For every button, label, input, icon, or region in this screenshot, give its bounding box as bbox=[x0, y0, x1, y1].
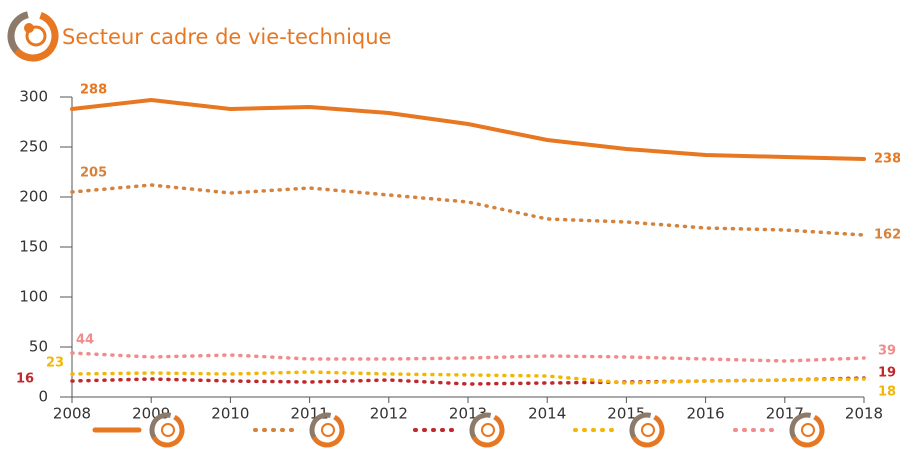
legend-item bbox=[413, 412, 505, 448]
y-tick-label: 50 bbox=[29, 338, 48, 356]
data-label: 205 bbox=[80, 166, 107, 181]
x-tick-label: 2008 bbox=[53, 405, 91, 423]
legend-icon bbox=[789, 412, 825, 448]
y-tick-label: 150 bbox=[19, 238, 48, 256]
series-line bbox=[70, 351, 866, 363]
series-line bbox=[70, 183, 866, 237]
y-tick-label: 300 bbox=[19, 88, 48, 106]
series-line bbox=[70, 98, 866, 161]
legend-icon-core bbox=[161, 423, 175, 437]
x-tick-label: 2016 bbox=[687, 405, 725, 423]
series-line bbox=[70, 370, 866, 385]
legend-icon bbox=[149, 412, 185, 448]
legend-icon bbox=[789, 412, 825, 448]
legend-icon-core bbox=[641, 423, 655, 437]
x-tick-label: 2018 bbox=[845, 405, 883, 423]
title-icon bbox=[7, 10, 59, 62]
data-label: 39 bbox=[878, 344, 896, 359]
data-label: 44 bbox=[76, 333, 94, 348]
data-label: 18 bbox=[878, 385, 896, 400]
legend-icon bbox=[309, 412, 345, 448]
legend-item bbox=[733, 412, 825, 448]
legend-icon bbox=[629, 412, 665, 448]
data-label: 238 bbox=[874, 152, 900, 167]
legend-icon-core bbox=[481, 423, 495, 437]
data-label: 288 bbox=[80, 83, 107, 98]
legend-icon bbox=[629, 412, 665, 448]
data-label: 23 bbox=[46, 356, 64, 371]
x-tick-label: 2012 bbox=[370, 405, 408, 423]
y-tick-label: 200 bbox=[19, 188, 48, 206]
legend-item bbox=[253, 412, 345, 448]
y-tick-label: 100 bbox=[19, 288, 48, 306]
y-tick-label: 250 bbox=[19, 138, 48, 156]
x-tick-label: 2010 bbox=[211, 405, 249, 423]
y-tick-label: 0 bbox=[38, 388, 48, 406]
legend-item bbox=[92, 412, 185, 448]
legend-icon-core bbox=[801, 423, 815, 437]
data-label: 19 bbox=[878, 366, 896, 381]
legend-icon bbox=[469, 412, 505, 448]
legend-icon-core bbox=[321, 423, 335, 437]
data-label: 162 bbox=[874, 228, 900, 243]
legend-icon bbox=[469, 412, 505, 448]
chart-title: Secteur cadre de vie-technique bbox=[62, 25, 391, 49]
x-tick-label: 2015 bbox=[607, 405, 645, 423]
legend-icon bbox=[149, 412, 185, 448]
data-label: 16 bbox=[16, 372, 34, 387]
x-tick-label: 2014 bbox=[528, 405, 566, 423]
legend-icon bbox=[309, 412, 345, 448]
legend-item bbox=[573, 412, 665, 448]
